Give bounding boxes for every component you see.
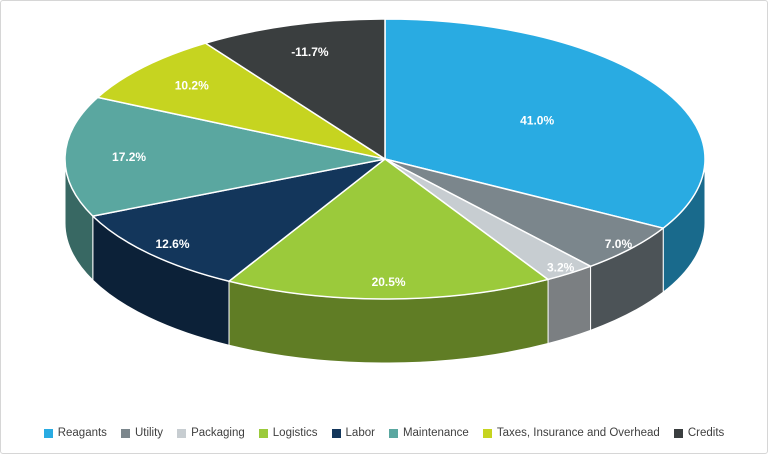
pie-slice-labor[interactable] [92, 158, 386, 282]
slice-label-taxes-insurance-and-overhead: 10.2% [175, 79, 209, 93]
slice-label-utility: 7.0% [605, 237, 633, 251]
slice-label-reagants: 41.0% [520, 113, 554, 127]
slice-label-labor: 12.6% [155, 237, 189, 251]
legend-marker-maintenance [388, 428, 398, 438]
legend-item-packaging[interactable]: Packaging [177, 426, 245, 440]
legend-item-utility[interactable]: Utility [120, 426, 164, 440]
legend-item-labor[interactable]: Labor [331, 426, 375, 440]
pie-slice-logistics[interactable] [228, 158, 549, 300]
legend-marker-utility [120, 428, 130, 438]
legend-label: Utility [134, 426, 164, 439]
legend-item-reagants[interactable]: Reagants [43, 426, 107, 440]
pie-slice-reagants[interactable] [384, 18, 706, 229]
legend-label: Labor [345, 426, 375, 439]
slice-label-maintenance: 17.2% [112, 150, 146, 164]
legend-item-logistics[interactable]: Logistics [258, 426, 318, 440]
legend-marker-packaging [177, 428, 187, 438]
chart-legend: Reagants Utility Packaging Logistics Labor Ma… [1, 426, 767, 440]
legend-marker-taxes-insurance-and-overhead [482, 428, 492, 438]
legend-label: Logistics [272, 426, 318, 439]
slice-label-credits: -11.7% [291, 45, 329, 59]
slice-label-logistics: 20.5% [372, 275, 406, 289]
legend-item-maintenance[interactable]: Maintenance [388, 426, 469, 440]
legend-marker-labor [331, 428, 341, 438]
legend-label: Credits [687, 426, 725, 439]
slice-label-packaging: 3.2% [547, 261, 575, 275]
pie-slice-taxes-insurance-and-overhead[interactable] [96, 42, 386, 160]
legend-marker-logistics [258, 428, 268, 438]
pie-slice-credits[interactable] [204, 18, 386, 160]
legend-marker-reagants [43, 428, 53, 438]
legend-label: Reagants [57, 426, 107, 439]
legend-label: Maintenance [402, 426, 469, 439]
pie-chart: 41.0% 7.0% 3.2% 20.5% 12.6% 17.2% 10.2% -11.7% [64, 18, 706, 364]
legend-item-taxes-insurance-and-overhead[interactable]: Taxes, Insurance and Overhead [482, 426, 660, 440]
legend-label: Taxes, Insurance and Overhead [496, 426, 660, 439]
legend-item-credits[interactable]: Credits [673, 426, 725, 440]
legend-marker-credits [673, 428, 683, 438]
legend-label: Packaging [191, 426, 245, 439]
pie-slice-maintenance[interactable] [64, 96, 386, 217]
